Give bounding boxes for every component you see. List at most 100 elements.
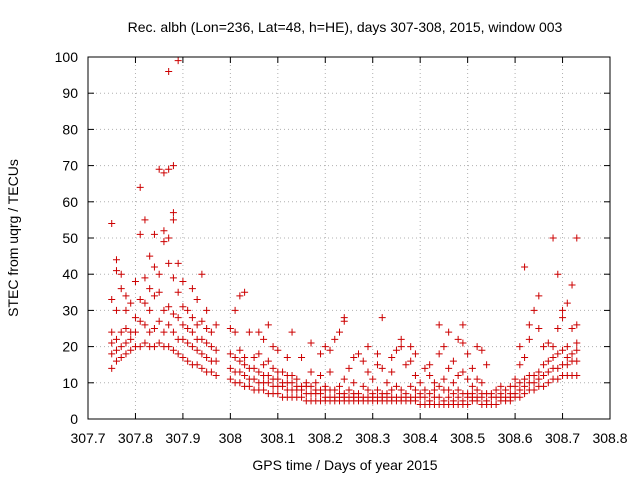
data-point <box>411 386 419 394</box>
data-point <box>411 350 419 358</box>
data-point <box>554 325 562 332</box>
x-tick-label: 307.7 <box>70 430 105 446</box>
data-point <box>502 386 510 394</box>
x-tick-label: 308.2 <box>308 430 343 446</box>
data-point <box>492 401 500 409</box>
data-point <box>345 386 353 394</box>
data-point <box>449 397 457 405</box>
data-point <box>430 386 438 394</box>
data-point <box>150 292 158 300</box>
data-point <box>255 350 263 358</box>
data-point <box>198 350 206 358</box>
data-point <box>146 306 154 314</box>
data-point <box>141 299 149 307</box>
data-point <box>203 353 211 361</box>
data-point <box>563 361 571 369</box>
data-point <box>369 390 377 398</box>
data-point <box>150 230 158 238</box>
data-point <box>198 335 206 343</box>
x-tick-label: 308.6 <box>498 430 533 446</box>
y-tick-label: 40 <box>62 266 78 282</box>
data-point <box>511 375 519 383</box>
data-point <box>150 263 158 271</box>
data-point <box>554 364 562 372</box>
data-point <box>478 379 486 387</box>
data-point <box>525 335 533 343</box>
data-point <box>165 259 173 267</box>
data-point <box>354 390 362 398</box>
grid-lines <box>88 57 610 419</box>
data-point <box>540 361 548 369</box>
data-point <box>497 382 505 390</box>
data-point <box>274 375 282 383</box>
data-point <box>255 328 263 336</box>
data-point <box>535 292 543 300</box>
data-point <box>117 270 125 278</box>
data-point <box>226 364 234 372</box>
data-point <box>573 357 581 365</box>
data-point <box>468 364 476 372</box>
y-tick-label: 30 <box>62 302 78 318</box>
data-point <box>198 364 206 372</box>
data-point <box>136 296 144 304</box>
data-point <box>440 343 448 351</box>
data-point <box>478 346 486 354</box>
data-point <box>184 325 192 332</box>
data-point <box>468 390 476 398</box>
data-point <box>378 314 386 322</box>
data-point <box>407 357 415 365</box>
data-point <box>117 353 125 361</box>
data-point <box>383 390 391 398</box>
data-point <box>364 386 372 394</box>
data-point <box>426 397 434 405</box>
data-point <box>212 346 220 354</box>
data-point <box>260 361 268 369</box>
data-point <box>122 306 130 314</box>
data-point <box>525 321 533 329</box>
data-point <box>407 382 415 390</box>
data-point <box>573 339 581 347</box>
data-point <box>426 390 434 398</box>
data-point <box>169 216 177 224</box>
data-point <box>421 393 429 401</box>
data-point <box>521 390 529 398</box>
data-point <box>298 393 306 401</box>
data-point <box>464 375 472 383</box>
data-point <box>435 393 443 401</box>
data-point <box>473 375 481 383</box>
data-point <box>255 368 263 376</box>
data-point <box>269 364 277 372</box>
data-point <box>165 67 173 75</box>
data-point <box>207 328 215 336</box>
data-point <box>250 375 258 383</box>
data-point <box>236 292 244 300</box>
data-point <box>198 270 206 278</box>
data-point <box>146 328 154 336</box>
chart-title: Rec. albh (Lon=236, Lat=48, h=HE), days … <box>128 19 563 35</box>
data-point <box>160 227 168 235</box>
data-point <box>454 393 462 401</box>
data-point <box>459 397 467 405</box>
data-point <box>293 375 301 383</box>
data-point <box>179 277 187 285</box>
data-point <box>402 361 410 369</box>
data-point <box>165 321 173 329</box>
data-point <box>340 314 348 322</box>
data-point <box>359 357 367 365</box>
data-point <box>245 328 253 336</box>
data-point <box>573 372 581 380</box>
data-point <box>354 350 362 358</box>
data-point <box>540 343 548 351</box>
data-point <box>402 390 410 398</box>
x-tick-label: 308.4 <box>403 430 438 446</box>
data-point <box>307 368 315 376</box>
data-point <box>231 306 239 314</box>
data-point <box>112 267 120 275</box>
data-point <box>554 350 562 358</box>
data-point <box>449 357 457 365</box>
data-point <box>141 321 149 329</box>
data-point <box>174 350 182 358</box>
data-point <box>108 350 116 358</box>
data-point <box>392 382 400 390</box>
